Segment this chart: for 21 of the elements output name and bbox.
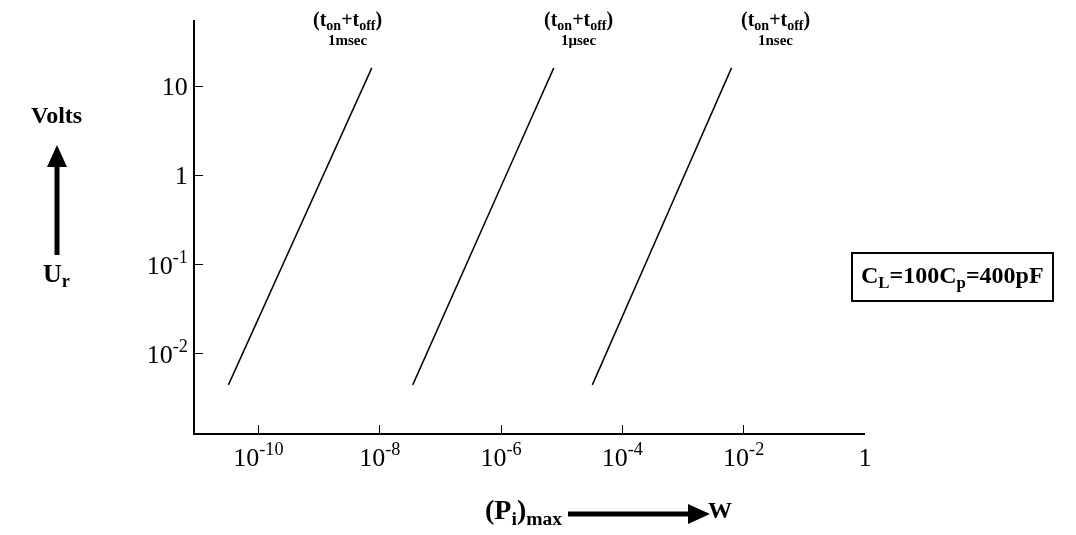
text: W <box>708 497 732 523</box>
annotation: (t$_{on}$+t$_{off}$) <box>544 8 614 34</box>
x-tick-label: 10$^{-8}$ <box>359 439 401 473</box>
annotation: C$_{L}$=100C$_{p}$=400pF <box>861 262 1044 293</box>
x-tick-label: 1 <box>858 443 872 473</box>
annotation: 1nsec <box>758 32 794 48</box>
annotation: 1μsec <box>561 32 597 48</box>
y-tick-label: 10$^{-2}$ <box>146 336 188 369</box>
x-tick-label: 10$^{-2}$ <box>723 439 765 473</box>
annotation: (t$_{on}$+t$_{off}$) <box>741 8 811 34</box>
x-tick-label: 10$^{-6}$ <box>480 439 522 473</box>
y-tick-label: 1 <box>174 161 188 191</box>
x-axis-title: (P$_{i}$)$_{max}$ <box>485 494 563 529</box>
text: Volts <box>31 102 83 128</box>
annotation: (t$_{on}$+t$_{off}$) <box>313 8 383 34</box>
x-tick-label: 10$^{-10}$ <box>233 439 284 473</box>
annotation: 1msec <box>328 32 368 48</box>
y-tick-label: 10 <box>161 72 188 102</box>
y-axis-title: U$_{r}$ <box>43 259 70 292</box>
x-tick-label: 10$^{-4}$ <box>601 439 643 473</box>
y-tick-label: 10$^{-1}$ <box>146 246 188 280</box>
